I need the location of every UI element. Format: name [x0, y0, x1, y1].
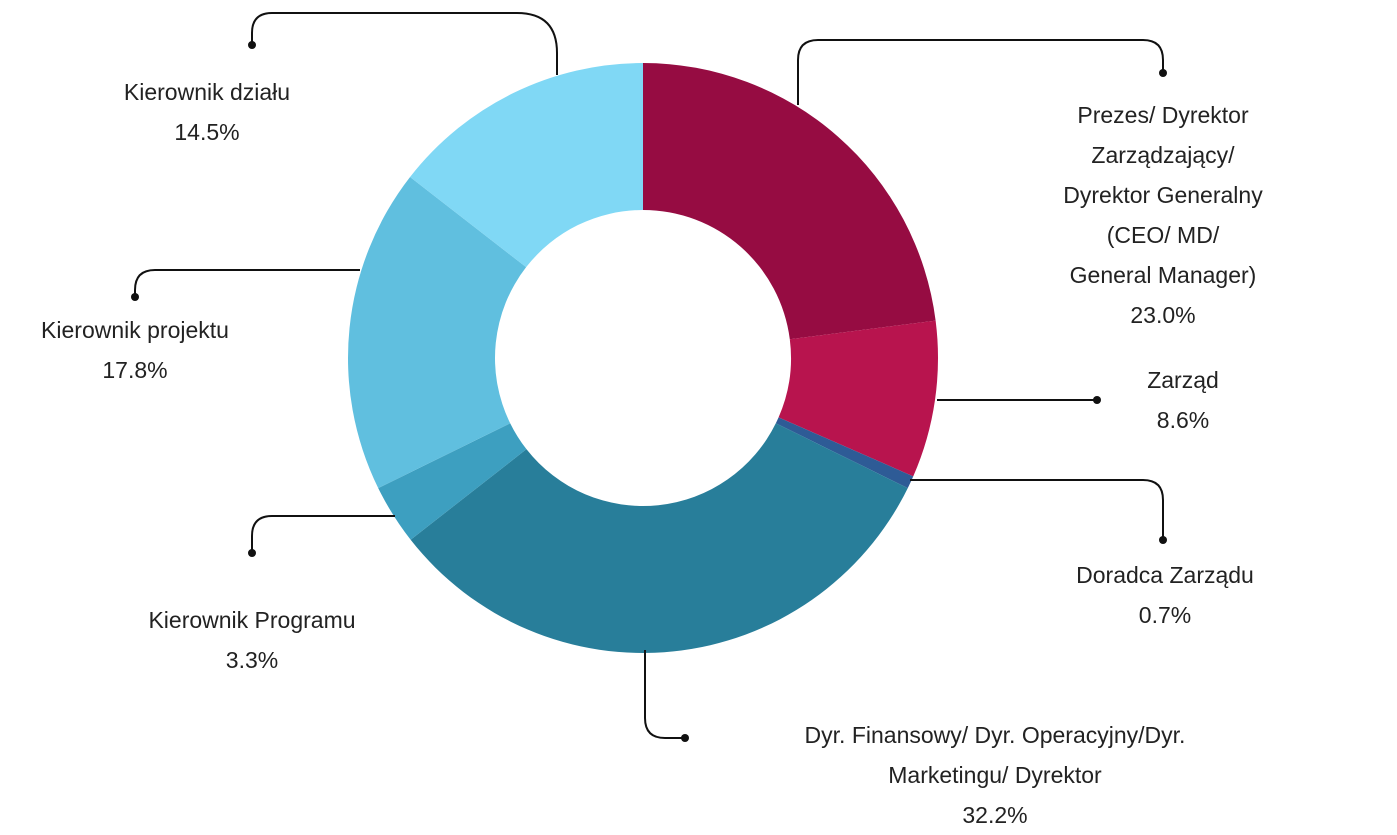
connector-dot: [681, 734, 689, 742]
slice: [643, 63, 936, 340]
connector-dot: [248, 41, 256, 49]
connector: [797, 39, 1164, 105]
slice-label: Doradca Zarządu 0.7%: [1076, 555, 1254, 635]
connector-dot: [1093, 396, 1101, 404]
value-label: 0.7%: [1138, 602, 1192, 628]
slice: [410, 63, 643, 268]
category-label: Zarząd: [1147, 367, 1219, 393]
category-label: Kierownik projektu: [41, 317, 229, 343]
slice-label: Kierownik projektu 17.8%: [41, 310, 229, 390]
connector: [134, 269, 360, 297]
connector: [644, 650, 685, 739]
value-label: 8.6%: [1156, 407, 1210, 433]
connector-dot: [1159, 536, 1167, 544]
slice-label: Dyr. Finansowy/ Dyr. Operacyjny/Dyr. Mar…: [805, 715, 1186, 835]
connector: [910, 479, 1164, 540]
connector-dot: [248, 549, 256, 557]
slice: [410, 423, 908, 653]
connectors: [131, 12, 1167, 742]
value-label: 3.3%: [225, 647, 279, 673]
connector-dot: [131, 293, 139, 301]
slices: [348, 63, 939, 653]
slice-label: Zarząd 8.6%: [1147, 360, 1219, 440]
slice: [778, 320, 939, 477]
slice-label: Kierownik działu 14.5%: [124, 72, 290, 152]
value-label: 32.2%: [962, 802, 1028, 828]
value-label: 14.5%: [174, 119, 240, 145]
slice-label: Kierownik Programu 3.3%: [148, 600, 355, 680]
slice: [348, 176, 527, 489]
category-label: Doradca Zarządu: [1076, 562, 1254, 588]
slice: [775, 417, 914, 489]
slice-label: Prezes/ Dyrektor Zarządzający/ Dyrektor …: [1046, 95, 1280, 335]
category-label: Kierownik Programu: [148, 607, 356, 633]
category-label: Dyr. Finansowy/ Dyr. Operacyjny/Dyr. Mar…: [804, 722, 1186, 788]
value-label: 23.0%: [1130, 302, 1196, 328]
slice: [378, 423, 527, 540]
connector: [251, 515, 395, 553]
value-label: 17.8%: [102, 357, 168, 383]
category-label: Kierownik działu: [123, 79, 291, 105]
connector: [251, 12, 558, 75]
category-label: Prezes/ Dyrektor Zarządzający/ Dyrektor …: [1063, 102, 1263, 288]
connector-dot: [1159, 69, 1167, 77]
